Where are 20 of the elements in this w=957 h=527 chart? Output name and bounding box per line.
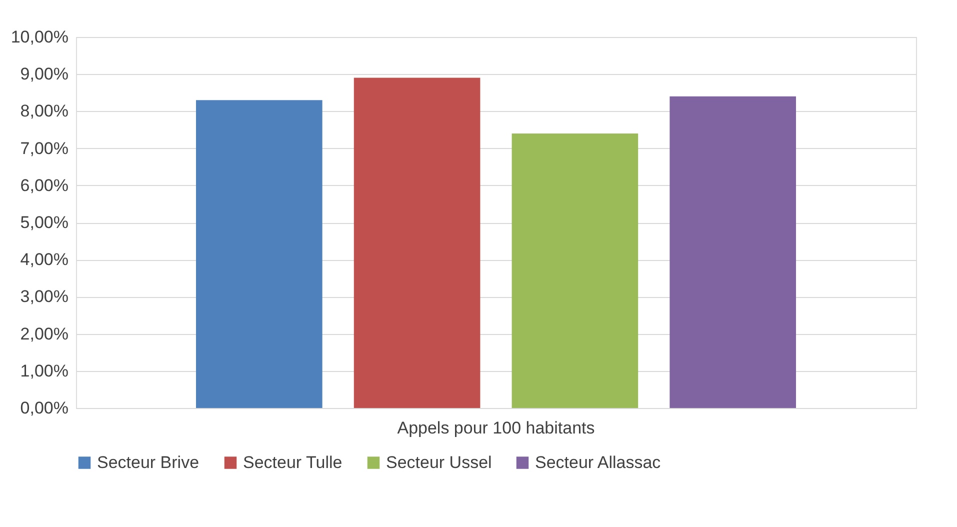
- y-tick-label: 4,00%: [20, 250, 68, 270]
- y-tick-label: 5,00%: [20, 213, 68, 232]
- y-tick-label: 10,00%: [10, 28, 68, 46]
- y-tick-label: 8,00%: [20, 102, 68, 121]
- y-tick-label: 7,00%: [20, 138, 68, 158]
- bar: [670, 96, 796, 408]
- y-tick-label: 0,00%: [20, 398, 68, 418]
- y-tick-label: 2,00%: [20, 324, 68, 344]
- legend-label: Secteur Ussel: [386, 452, 492, 472]
- y-tick-label: 6,00%: [20, 176, 68, 195]
- x-tick-label: Appels pour 100 habitants: [397, 418, 595, 438]
- y-tick-label: 1,00%: [20, 361, 68, 380]
- legend-label: Secteur Brive: [97, 452, 200, 472]
- bar: [354, 78, 480, 408]
- y-tick-label: 3,00%: [20, 287, 68, 306]
- y-tick-label: 9,00%: [20, 64, 68, 84]
- bar: [196, 100, 322, 408]
- legend-label: Secteur Allassac: [535, 452, 662, 472]
- legend-label: Secteur Tulle: [243, 452, 342, 472]
- bar: [512, 133, 638, 408]
